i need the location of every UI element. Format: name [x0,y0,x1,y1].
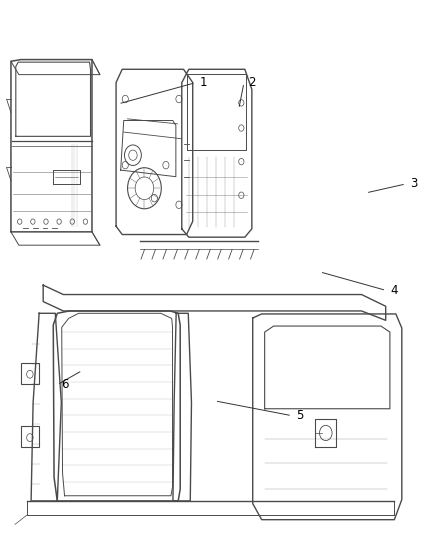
Text: 2: 2 [248,76,256,89]
Text: 4: 4 [390,284,398,297]
Text: 6: 6 [61,378,69,391]
Text: 1: 1 [200,76,208,89]
Bar [21,426,39,447]
Text: 5: 5 [297,409,304,422]
Bar [21,362,39,384]
Text: 3: 3 [410,177,417,190]
